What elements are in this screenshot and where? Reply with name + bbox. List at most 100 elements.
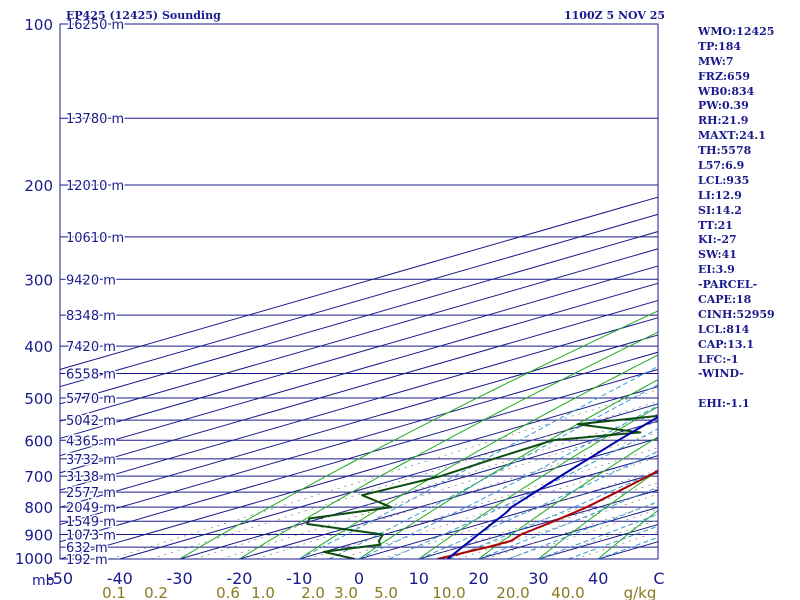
mixing-ratio-label: 1.0 [251,584,275,600]
temp-tick-label: -20 [226,569,252,588]
pressure-tick-label: 500 [24,390,53,408]
mixing-ratio-line [575,531,658,559]
height-label: 4365 m [66,434,116,449]
sounding-traces [306,414,658,559]
index-item: WMO:12425 [698,25,775,38]
moist-adiabat [538,513,658,559]
dry-adiabat [597,509,658,559]
isotherm--40 [119,403,658,559]
isotherm--120 [60,265,658,439]
index-item: -WIND- [698,367,744,381]
height-label: 1073 m [66,529,116,544]
pressure-tick-label: 400 [24,338,53,356]
isotherm--70 [60,351,658,526]
station-title: EP425 (12425) Sounding [66,9,221,22]
parcel-line [446,415,658,559]
index-item: SI:14.2 [698,203,742,217]
mixing-ratio-label: 0.2 [144,584,168,600]
index-item: -PARCEL- [698,278,758,292]
mixing-unit-label: g/kg [624,584,657,600]
time-label: 1100Z 5 NOV 25 [564,9,666,22]
temp-tick-label: -50 [47,569,73,588]
isotherm--100 [60,299,658,474]
index-item: EI:3.9 [698,263,735,277]
dry-adiabat [358,379,658,559]
mixing-ratio-label: 0.1 [102,584,126,600]
moist-adiabat [328,384,658,559]
moist-adiabat [478,486,658,559]
index-item: SW:41 [698,248,737,262]
isotherm--30 [179,420,658,559]
height-label: 6558 m [66,367,116,382]
height-label: 2577 m [66,486,116,501]
pressure-tick-label: 600 [24,432,53,450]
height-label: 10610 m [66,231,124,246]
mixing-ratio-line [506,508,658,559]
height-label: 5770 m [66,392,116,407]
mixing-ratio-lines [110,389,658,559]
temp-tick-label: 0 [354,569,364,588]
isotherm--10 [299,455,658,559]
moist-adiabat [388,428,658,559]
index-item: RH:21.9 [698,114,749,128]
temp-tick-label: -40 [107,569,133,588]
dry-adiabat [179,310,658,559]
isotherm--60 [60,368,658,543]
dry-adiabat [538,470,658,559]
index-item: L57:6.9 [698,159,745,173]
index-item: LFC:-1 [698,352,739,366]
isotherm-lines [60,196,658,559]
temp-tick-label: 40 [588,569,608,588]
height-label: 1549 m [66,515,116,530]
height-label: 3732 m [66,453,116,468]
height-label: 2049 m [66,501,116,516]
index-item: WB0:834 [698,84,755,98]
height-label: 3138 m [66,470,116,485]
temp-tick-label: 30 [528,569,548,588]
moist-adiabat [448,470,658,559]
temp-tick-label: 20 [468,569,488,588]
height-label: 12010 m [66,179,124,194]
isotherm--110 [60,282,658,457]
mixing-ratio-label: 0.6 [216,584,240,600]
index-item: LI:12.9 [698,188,742,202]
pressure-tick-label: 300 [24,271,53,289]
isotherm--140 [60,231,658,405]
index-item: TT:21 [698,218,733,232]
index-item: PW:0.39 [698,99,749,113]
index-item: EHI:-1.1 [698,397,750,411]
temp-tick-label: -30 [167,569,193,588]
temp-tick-label: -10 [286,569,312,588]
index-item: CAPE:18 [698,293,752,307]
mixing-ratio-label: 20.0 [496,584,529,600]
pressure-tick-label: 900 [24,527,53,545]
index-item: LCL:935 [698,173,750,187]
mixing-ratio-label: 3.0 [334,584,358,600]
isotherm--90 [60,317,658,491]
temp-unit-label: C [653,569,664,588]
mixing-ratio-line [485,502,658,559]
height-label: 13780 m [66,112,124,127]
mixing-ratio-label: 5.0 [374,584,398,600]
dry-adiabat [478,436,658,559]
isotherm--130 [60,248,658,422]
height-label: 192 m [66,553,108,568]
index-item: KI:-27 [698,233,737,247]
height-label: 5042 m [66,414,116,429]
indices-panel: WMO:12425 TP:184 MW:7 FRZ:659 WB0:834 PW:0.39… [698,25,798,412]
isotherm--20 [239,437,658,559]
mixing-ratio-line [110,389,658,559]
index-item: MAXT:24.1 [698,129,766,143]
pressure-tick-label: 200 [24,177,53,195]
index-item: CAP:13.1 [698,337,755,351]
mixing-ratio-label: 40.0 [551,584,584,600]
index-item: FRZ:659 [698,69,751,83]
pressure-unit-label: mb [32,573,55,589]
height-label: 16250 m [66,18,124,33]
mixing-ratio-label: 2.0 [301,584,325,600]
moist-adiabat [358,405,658,559]
mixing-ratio-line [307,447,658,559]
height-label: 8348 m [66,309,116,324]
pressure-tick-label: 800 [24,499,53,517]
